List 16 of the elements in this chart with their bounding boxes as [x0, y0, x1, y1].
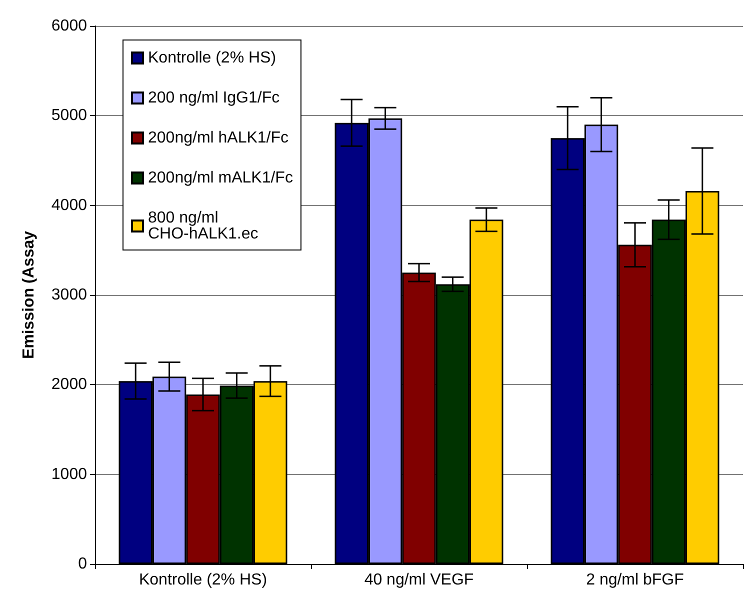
legend-label: 800 ng/ml CHO-hALK1.ec — [148, 210, 258, 242]
y-axis-title: Emission (Assay — [20, 230, 38, 360]
x-tick-label: 2 ng/ml bFGF — [586, 572, 684, 588]
x-tick-label: 40 ng/ml VEGF — [364, 572, 474, 588]
legend-label: Kontrolle (2% HS) — [148, 50, 276, 66]
y-tick-label: 6000 — [51, 18, 88, 34]
y-tick-label: 2000 — [51, 376, 88, 394]
legend-label: 200 ng/ml IgG1/Fc — [148, 90, 280, 106]
x-tick-label: Kontrolle (2% HS) — [138, 572, 268, 588]
y-tick-label: 5000 — [51, 107, 88, 124]
legend-label: 200ng/ml mALK1/Fc — [148, 170, 293, 186]
y-tick-label: 4000 — [51, 196, 88, 214]
y-tick-label: 3000 — [51, 286, 88, 304]
legend-label: 200ng/ml hALK1/Fc — [148, 130, 289, 146]
y-tick-label: 1000 — [51, 466, 88, 483]
y-tick-label: 0 — [78, 556, 88, 572]
